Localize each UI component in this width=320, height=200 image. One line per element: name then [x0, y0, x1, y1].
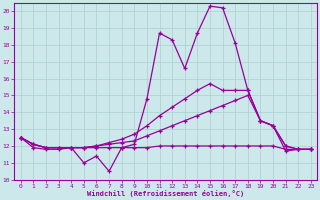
X-axis label: Windchill (Refroidissement éolien,°C): Windchill (Refroidissement éolien,°C) [87, 190, 244, 197]
